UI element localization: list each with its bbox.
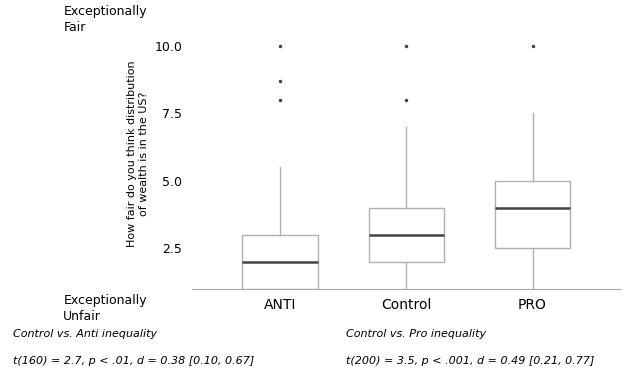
Text: t(160) = 2.7, p < .01, d = 0.38 [0.10, 0.67]: t(160) = 2.7, p < .01, d = 0.38 [0.10, 0… bbox=[13, 356, 254, 366]
Text: Exceptionally
Fair: Exceptionally Fair bbox=[63, 5, 147, 34]
PathPatch shape bbox=[243, 235, 318, 289]
Text: Control vs. Pro inequality: Control vs. Pro inequality bbox=[346, 329, 486, 339]
Text: t(200) = 3.5, p < .001, d = 0.49 [0.21, 0.77]: t(200) = 3.5, p < .001, d = 0.49 [0.21, … bbox=[346, 356, 594, 366]
PathPatch shape bbox=[495, 181, 570, 249]
PathPatch shape bbox=[369, 208, 444, 262]
Text: Exceptionally
Unfair: Exceptionally Unfair bbox=[63, 294, 147, 323]
Y-axis label: How fair do you think distribution
of wealth is in the US?: How fair do you think distribution of we… bbox=[127, 60, 149, 247]
Text: Control vs. Anti inequality: Control vs. Anti inequality bbox=[13, 329, 157, 339]
